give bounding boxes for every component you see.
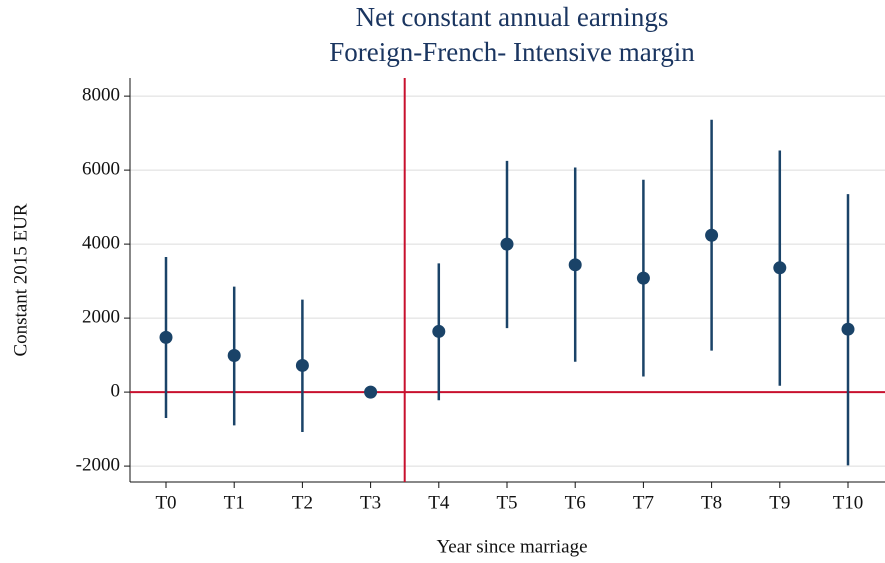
point [568, 258, 582, 272]
x-tick-label: T2 [292, 492, 313, 513]
y-tick-label: 2000 [82, 306, 120, 327]
x-tick-label: T1 [224, 492, 245, 513]
point [364, 385, 378, 399]
point [773, 261, 787, 275]
point [159, 330, 173, 344]
y-tick-label: 4000 [82, 232, 120, 253]
x-tick-label: T5 [496, 492, 517, 513]
point [432, 324, 446, 338]
y-tick-label: 6000 [82, 158, 120, 179]
x-tick-label: T8 [701, 492, 722, 513]
x-tick-label: T10 [833, 492, 864, 513]
x-tick-label: T7 [633, 492, 654, 513]
point [636, 271, 650, 285]
x-tick-label: T6 [565, 492, 586, 513]
x-tick-label: T9 [769, 492, 790, 513]
x-tick-label: T0 [155, 492, 176, 513]
x-tick-label: T4 [428, 492, 450, 513]
point [705, 228, 719, 242]
point [295, 358, 309, 372]
x-axis-label: Year since marriage [436, 536, 587, 557]
point [227, 348, 241, 362]
x-tick-label: T3 [360, 492, 381, 513]
point [500, 237, 514, 251]
y-tick-label: 0 [111, 380, 121, 401]
chart-title: Foreign-French- Intensive margin [329, 37, 695, 67]
y-tick-label: 8000 [82, 84, 120, 105]
y-axis-label: Constant 2015 EUR [10, 203, 31, 356]
point [841, 322, 855, 336]
chart-title: Net constant annual earnings [356, 2, 669, 32]
y-tick-label: -2000 [76, 454, 120, 475]
